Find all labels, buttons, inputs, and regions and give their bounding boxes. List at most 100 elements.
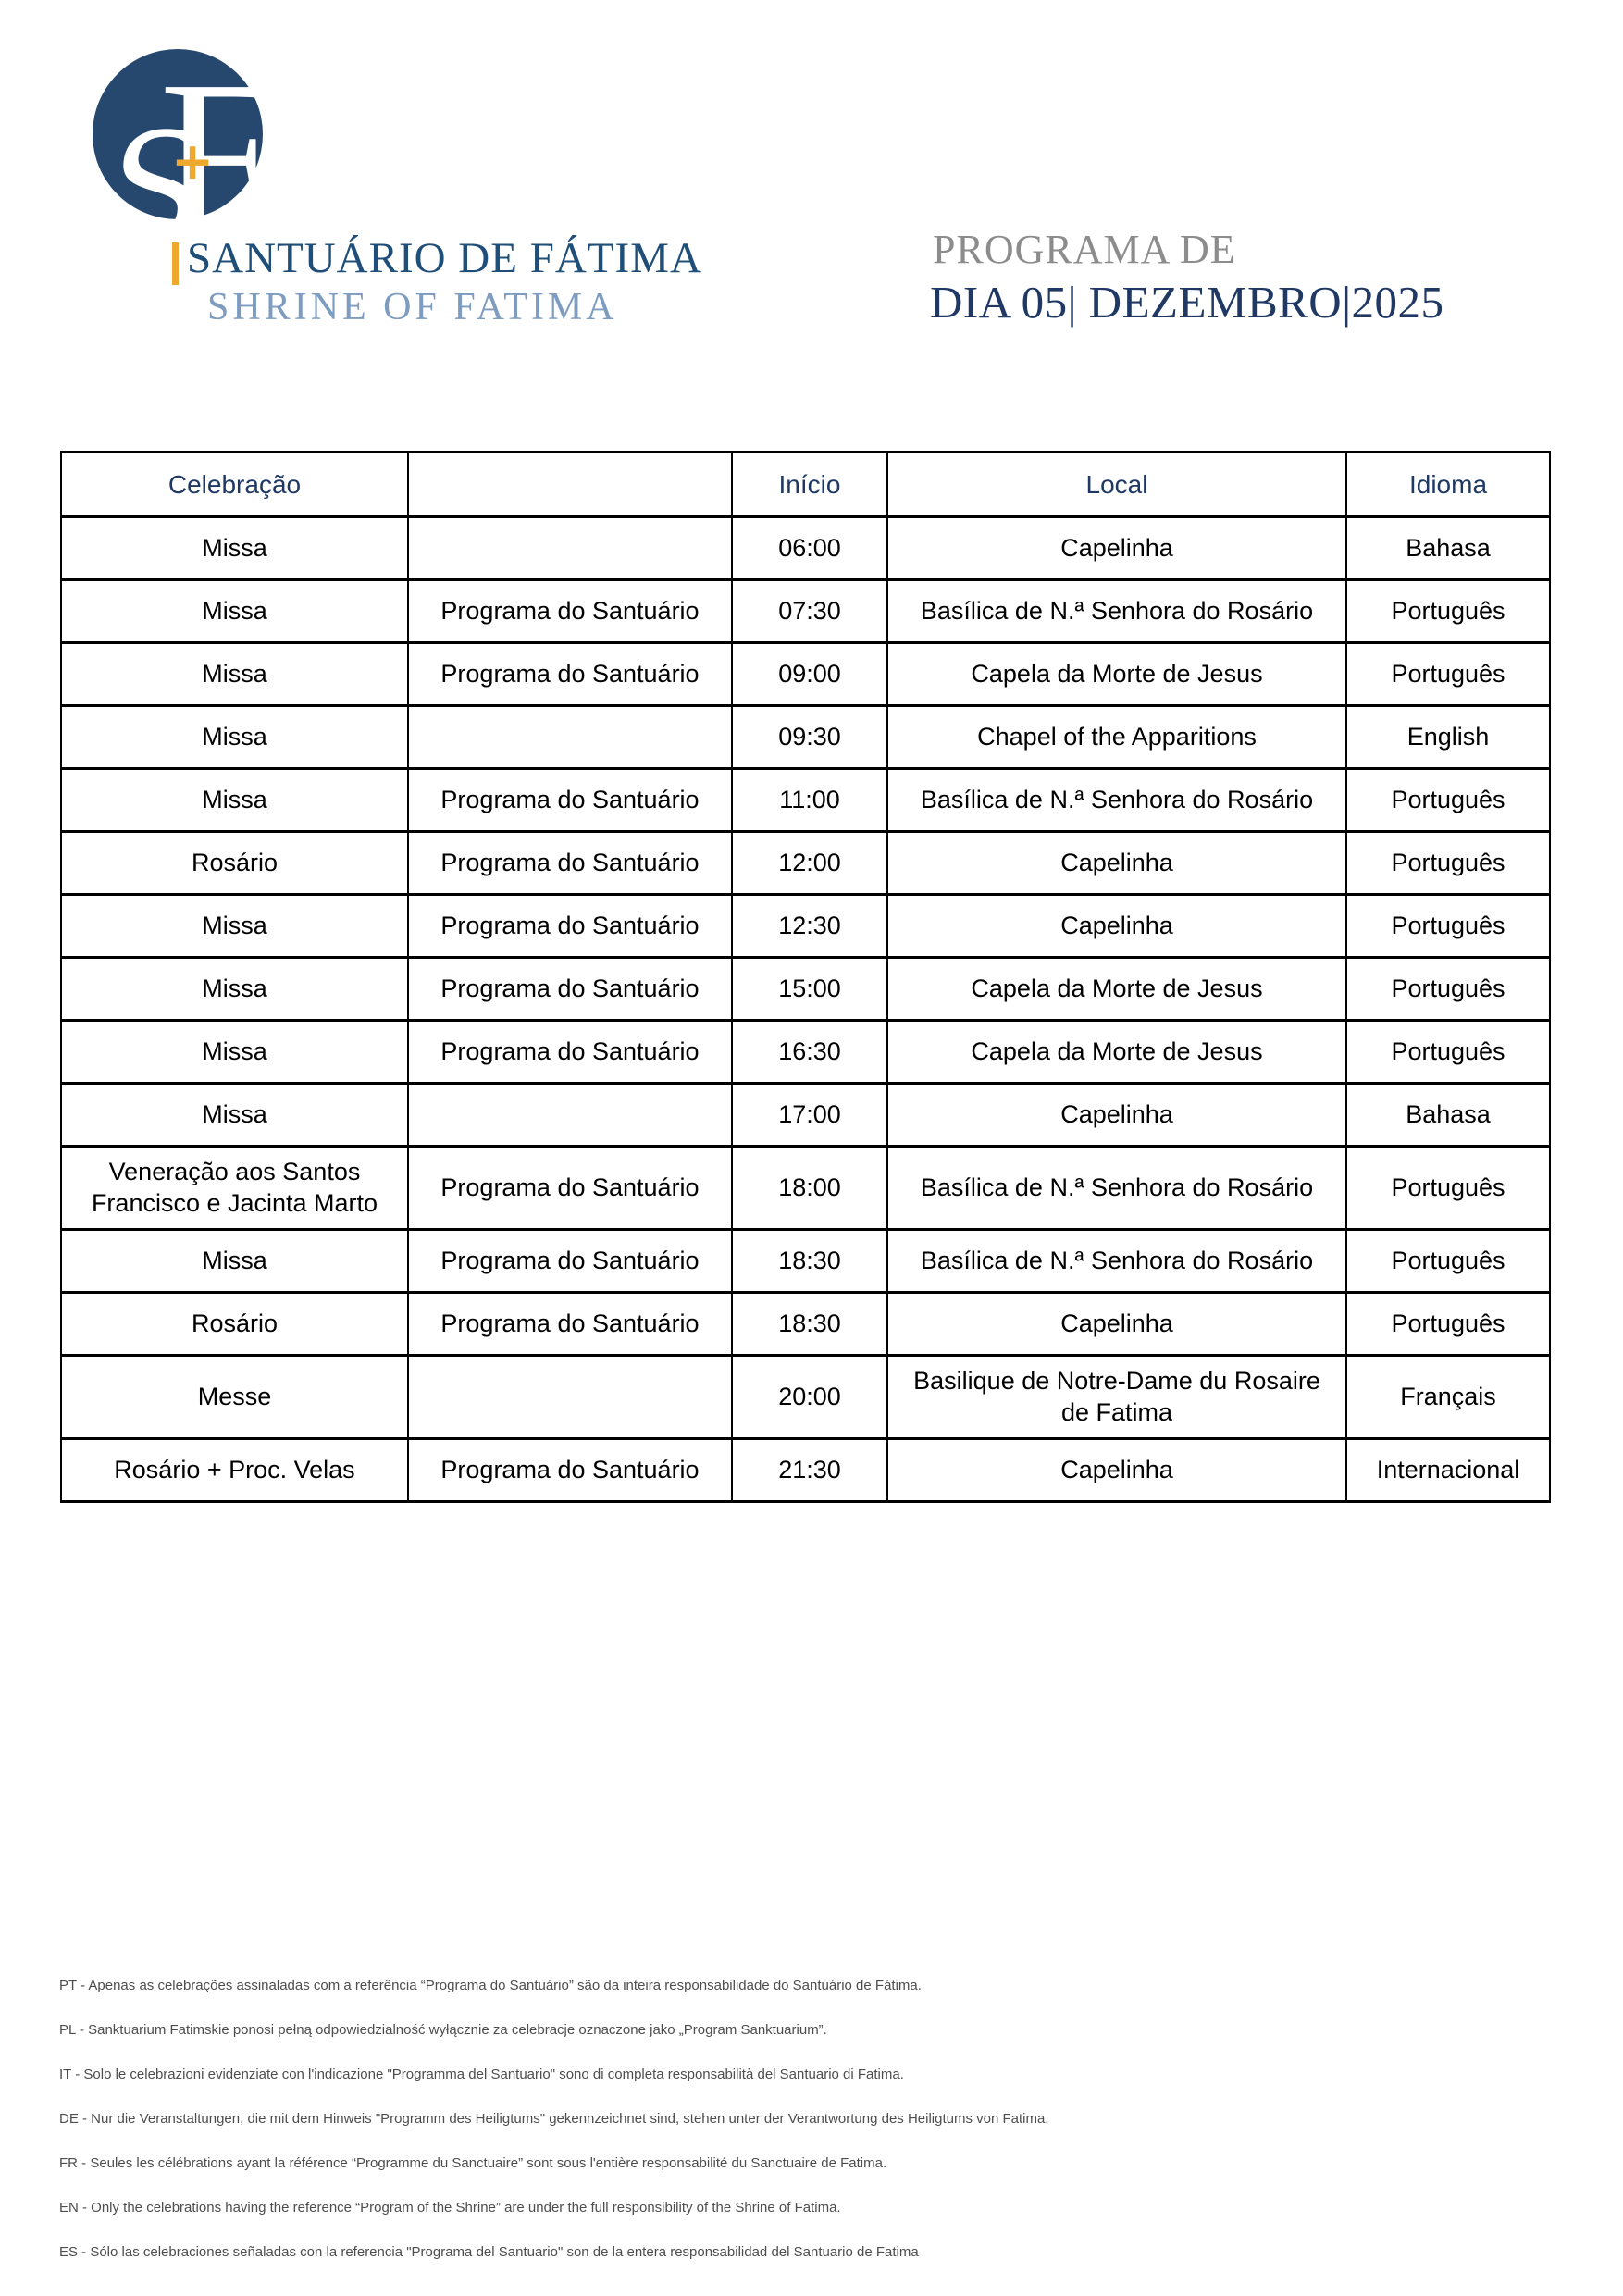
table-cell: Capelinha <box>886 1082 1347 1148</box>
table-cell: Capela da Morte de Jesus <box>886 641 1347 707</box>
column-header: Idioma <box>1345 451 1551 518</box>
table-cell: 18:30 <box>731 1291 888 1357</box>
table-cell: Capelinha <box>886 830 1347 896</box>
table-cell: Internacional <box>1345 1437 1551 1503</box>
table-cell: Missa <box>60 515 409 581</box>
table-cell: Basílica de N.ª Senhora do Rosário <box>886 1145 1347 1231</box>
table-cell: Programa do Santuário <box>407 1019 733 1085</box>
table-cell: Missa <box>60 1228 409 1294</box>
table-cell: Basilique de Notre-Dame du Rosaire de Fa… <box>886 1354 1347 1440</box>
footnote-line: IT - Solo le celebrazioni evidenziate co… <box>59 2066 904 2082</box>
table-row: Missa Programa do Santuário 16:30 Capela da… <box>60 1019 1551 1085</box>
footnote-line: EN - Only the celebrations having the re… <box>59 2200 841 2215</box>
header-row: Celebração Início Local Idioma <box>60 451 1551 518</box>
table-cell: 15:00 <box>731 956 888 1022</box>
schedule-table: Celebração Início Local Idioma Missa 06:00 Ca… <box>60 451 1551 1503</box>
table-row: Rosário Programa do Santuário 12:00 Capelin… <box>60 830 1551 896</box>
table-cell: Bahasa <box>1345 1082 1551 1148</box>
table-row: Missa 06:00 Capelinha Bahasa <box>60 515 1551 581</box>
table-cell: Basílica de N.ª Senhora do Rosário <box>886 767 1347 833</box>
column-header <box>407 451 733 518</box>
table-cell: Missa <box>60 893 409 959</box>
table-cell: Português <box>1345 641 1551 707</box>
table-cell: Português <box>1345 1291 1551 1357</box>
table-row: Missa 17:00 Capelinha Bahasa <box>60 1082 1551 1148</box>
table-cell: Missa <box>60 1019 409 1085</box>
logo-letter-f: F <box>159 37 280 277</box>
table-cell <box>407 515 733 581</box>
table-cell: Português <box>1345 767 1551 833</box>
table-cell: 12:30 <box>731 893 888 959</box>
table-cell: Veneração aos Santos Francisco e Jacinta… <box>60 1145 409 1231</box>
table-cell: Português <box>1345 1019 1551 1085</box>
table-cell: Capelinha <box>886 1291 1347 1357</box>
column-header: Celebração <box>60 451 409 518</box>
table-cell: 07:30 <box>731 578 888 644</box>
program-label: PROGRAMA DE <box>933 227 1236 272</box>
brand-title-en: SHRINE OF FATIMA <box>207 286 618 329</box>
table-cell: Português <box>1345 893 1551 959</box>
table-cell: Português <box>1345 1228 1551 1294</box>
table-cell: 12:00 <box>731 830 888 896</box>
table-cell: Missa <box>60 641 409 707</box>
table-cell: Português <box>1345 830 1551 896</box>
footnote-line: PT - Apenas as celebrações assinaladas c… <box>59 1978 922 1993</box>
table-cell: Capelinha <box>886 1437 1347 1503</box>
table-cell: Capela da Morte de Jesus <box>886 1019 1347 1085</box>
table-cell: Programa do Santuário <box>407 1145 733 1231</box>
table-row: Rosário Programa do Santuário 18:30 Capelin… <box>60 1291 1551 1357</box>
table-row: Missa Programa do Santuário 15:00 Capela da… <box>60 956 1551 1022</box>
schedule-table-head: Celebração Início Local Idioma <box>60 451 1551 518</box>
schedule-table-body: Missa 06:00 Capelinha Bahasa Missa Programa d… <box>60 515 1551 1503</box>
table-cell: Programa do Santuário <box>407 893 733 959</box>
table-cell: Capelinha <box>886 893 1347 959</box>
table-cell: Basílica de N.ª Senhora do Rosário <box>886 578 1347 644</box>
table-cell: Rosário <box>60 1291 409 1357</box>
table-cell: Missa <box>60 956 409 1022</box>
table-cell: Capelinha <box>886 515 1347 581</box>
brand-title-pt: SANTUÁRIO DE FÁTIMA <box>187 234 702 282</box>
column-header: Local <box>886 451 1347 518</box>
table-row: Rosário + Proc. Velas Programa do Santuár… <box>60 1437 1551 1503</box>
table-row: Missa Programa do Santuário 18:30 Basílica … <box>60 1228 1551 1294</box>
table-cell: Programa do Santuário <box>407 1291 733 1357</box>
table-cell: Missa <box>60 578 409 644</box>
table-cell: 09:30 <box>731 704 888 770</box>
table-cell: 11:00 <box>731 767 888 833</box>
table-row: Missa Programa do Santuário 11:00 Basílica … <box>60 767 1551 833</box>
table-cell: Basílica de N.ª Senhora do Rosário <box>886 1228 1347 1294</box>
table-row: Messe 20:00 Basilique de Notre-Dame du Ros… <box>60 1354 1551 1440</box>
column-header: Início <box>731 451 888 518</box>
table-cell: Chapel of the Apparitions <box>886 704 1347 770</box>
logo-letter-s: S <box>106 101 208 274</box>
table-cell: 09:00 <box>731 641 888 707</box>
table-cell: Programa do Santuário <box>407 767 733 833</box>
table-cell: Programa do Santuário <box>407 641 733 707</box>
footnote-line: PL - Sanktuarium Fatimskie ponosi pełną … <box>59 2022 827 2038</box>
table-cell: Programa do Santuário <box>407 1228 733 1294</box>
table-cell: 20:00 <box>731 1354 888 1440</box>
footnote-line: DE - Nur die Veranstaltungen, die mit de… <box>59 2111 1049 2127</box>
table-cell: 16:30 <box>731 1019 888 1085</box>
table-cell: Français <box>1345 1354 1551 1440</box>
logo-circle <box>93 49 263 219</box>
table-row: Veneração aos Santos Francisco e Jacinta… <box>60 1145 1551 1231</box>
table-cell: Português <box>1345 1145 1551 1231</box>
table-cell: 06:00 <box>731 515 888 581</box>
table-cell: Missa <box>60 704 409 770</box>
table-cell <box>407 1354 733 1440</box>
table-cell: Programa do Santuário <box>407 578 733 644</box>
table-cell: Programa do Santuário <box>407 956 733 1022</box>
table-row: Missa Programa do Santuário 09:00 Capela da… <box>60 641 1551 707</box>
footnotes: PT - Apenas as celebrações assinaladas c… <box>59 1979 1558 2290</box>
table-cell: Missa <box>60 767 409 833</box>
table-row: Missa Programa do Santuário 07:30 Basílica … <box>60 578 1551 644</box>
table-cell: English <box>1345 704 1551 770</box>
table-row: Missa Programa do Santuário 12:30 Capelinha… <box>60 893 1551 959</box>
table-cell: Bahasa <box>1345 515 1551 581</box>
table-cell <box>407 704 733 770</box>
table-cell: Português <box>1345 956 1551 1022</box>
table-cell: 18:30 <box>731 1228 888 1294</box>
table-cell: Capela da Morte de Jesus <box>886 956 1347 1022</box>
table-cell: 21:30 <box>731 1437 888 1503</box>
